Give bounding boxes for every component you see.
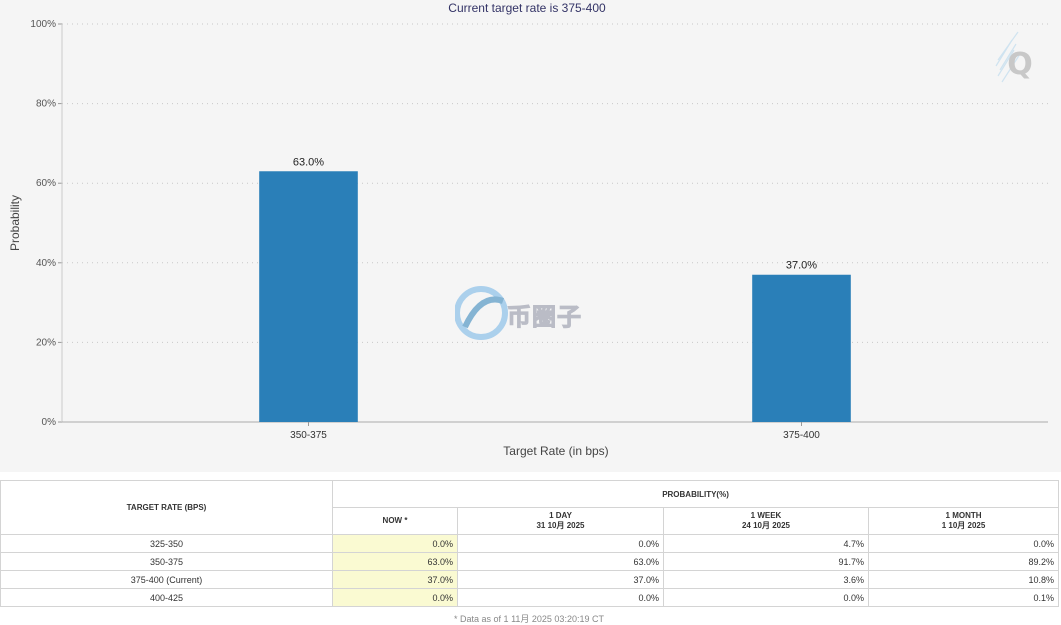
col-label: NOW * <box>382 516 408 525</box>
q-logo-icon: Q <box>995 31 1033 83</box>
bar-375-400 <box>752 274 851 422</box>
value-cell: 91.7% <box>663 552 869 571</box>
q-logo-letter: Q <box>1007 47 1033 82</box>
value-cell: 63.0% <box>457 552 664 571</box>
col-label: 1 MONTH <box>945 511 982 520</box>
x-axis-ticks: 350-375 375-400 <box>290 422 820 441</box>
rate-cell: 375-400 (Current) <box>0 570 333 589</box>
x-tick-label: 375-400 <box>783 430 820 441</box>
grid-lines <box>62 23 1048 343</box>
chart-area: Current target rate is 375-400 0% 20% 40% 6… <box>8 1 1048 458</box>
target-rate-header: TARGET RATE (BPS) <box>0 480 333 535</box>
data-label: 37.0% <box>786 260 817 272</box>
y-tick-label: 100% <box>30 19 56 30</box>
probability-chart: Current target rate is 375-400 0% 20% 40% 6… <box>8 1 1048 458</box>
value-cell-now: 37.0% <box>332 570 458 589</box>
rate-cell: 350-375 <box>0 552 333 571</box>
value-cell: 0.0% <box>867 534 1060 553</box>
col-header-1day: 1 DAY 31 10月 2025 <box>457 507 664 535</box>
col-header-1month: 1 MONTH 1 10月 2025 <box>867 507 1060 535</box>
rate-cell: 400-425 <box>0 588 333 607</box>
probability-header: PROBABILITY(%) <box>331 480 1060 508</box>
table-row: 325-350 0.0% 0.0% 4.7% 0.0% <box>0 534 1060 553</box>
value-cell: 4.7% <box>663 534 869 553</box>
table-row: 400-425 0.0% 0.0% 0.0% 0.1% <box>0 588 1060 607</box>
col-label: 1 DAY <box>549 511 572 520</box>
bars: 63.0% 37.0% <box>259 156 851 422</box>
data-timestamp-footnote: * Data as of 1 11月 2025 03:20:19 CT <box>454 614 604 624</box>
table-row: 375-400 (Current) 37.0% 37.0% 3.6% 10.8% <box>0 570 1060 589</box>
col-header-now: NOW * <box>332 507 458 535</box>
value-cell: 89.2% <box>867 552 1060 571</box>
y-axis-title: Probability <box>8 195 22 251</box>
value-cell: 10.8% <box>867 570 1060 589</box>
col-label: 1 WEEK <box>750 511 782 520</box>
value-cell: 3.6% <box>663 570 869 589</box>
col-date: 1 10月 2025 <box>941 521 986 530</box>
y-tick-label: 80% <box>36 99 56 110</box>
x-tick-label: 350-375 <box>290 430 327 441</box>
value-cell: 37.0% <box>457 570 664 589</box>
value-cell: 0.0% <box>457 534 664 553</box>
x-axis-title: Target Rate (in bps) <box>503 444 608 458</box>
value-cell: 0.0% <box>457 588 664 607</box>
value-cell-now: 0.0% <box>332 588 458 607</box>
col-date: 24 10月 2025 <box>741 521 791 530</box>
y-tick-label: 40% <box>36 258 56 269</box>
y-axis-ticks: 0% 20% 40% 60% 80% 100% <box>30 19 62 428</box>
col-header-1week: 1 WEEK 24 10月 2025 <box>663 507 869 535</box>
y-tick-label: 60% <box>36 178 56 189</box>
probability-table: TARGET RATE (BPS) PROBABILITY(%) NOW * 1… <box>0 480 1060 607</box>
col-date: 31 10月 2025 <box>536 521 585 530</box>
y-tick-label: 0% <box>42 417 57 428</box>
rate-cell: 325-350 <box>0 534 333 553</box>
y-tick-label: 20% <box>36 337 56 348</box>
bar-350-375 <box>259 171 358 422</box>
value-cell-now: 63.0% <box>332 552 458 571</box>
data-label: 63.0% <box>293 156 324 168</box>
chart-title: Current target rate is 375-400 <box>448 1 606 15</box>
value-cell: 0.1% <box>867 588 1060 607</box>
value-cell-now: 0.0% <box>332 534 458 553</box>
table-row: 350-375 63.0% 63.0% 91.7% 89.2% <box>0 552 1060 571</box>
value-cell: 0.0% <box>663 588 869 607</box>
